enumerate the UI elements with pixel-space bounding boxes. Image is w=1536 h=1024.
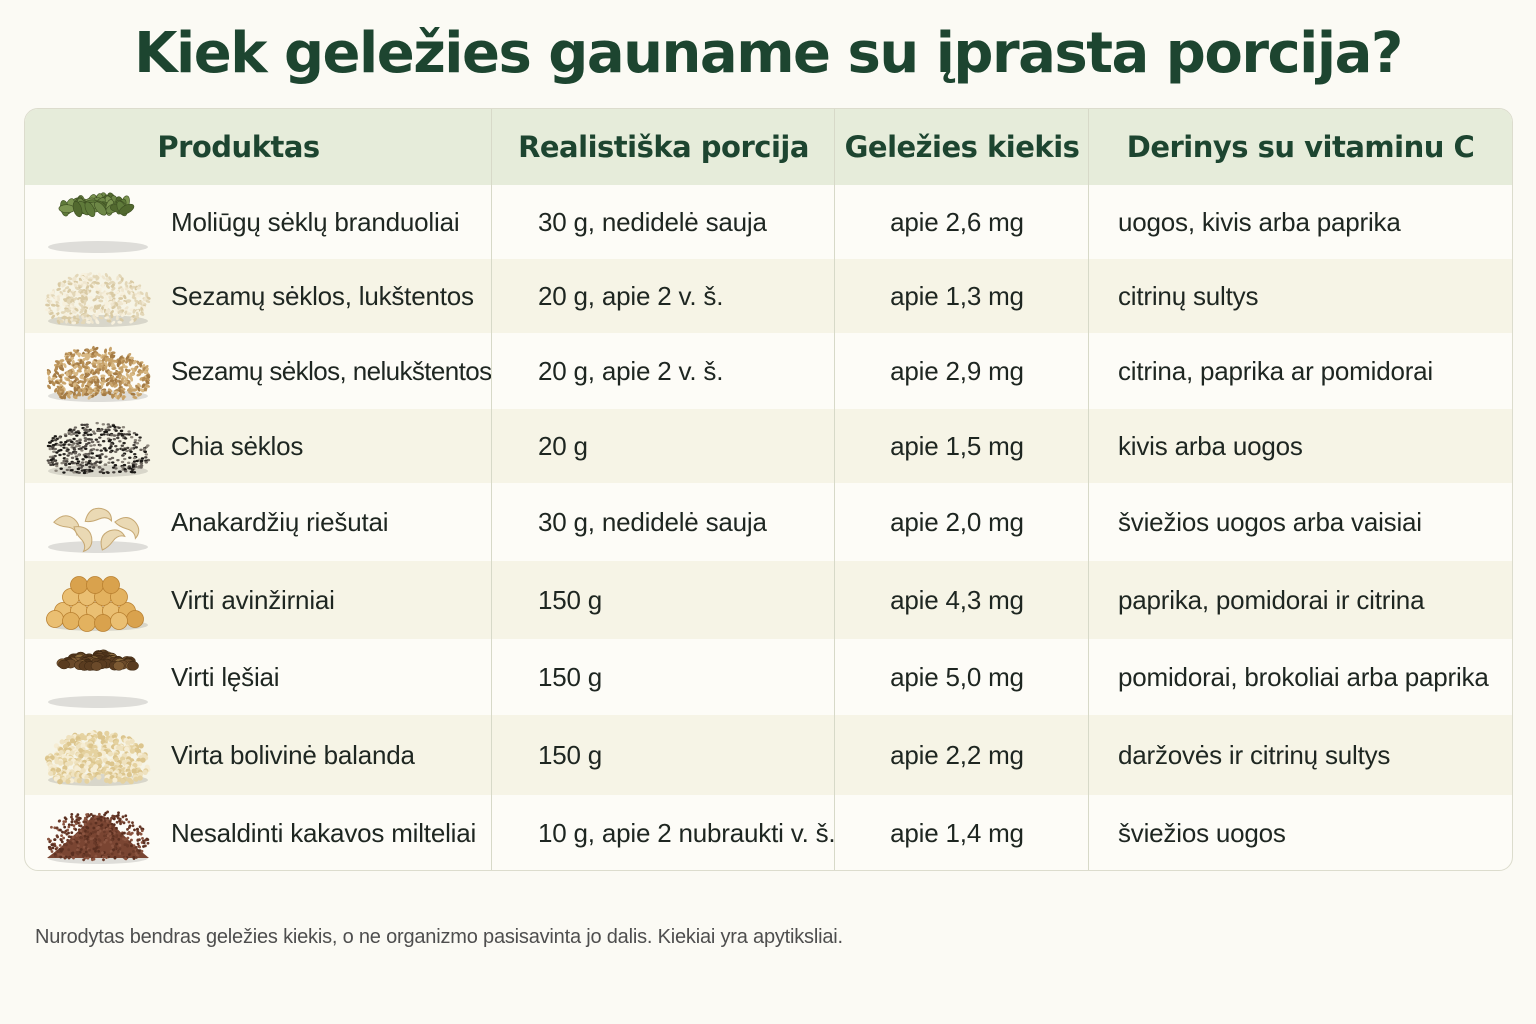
chickpeas-icon	[46, 576, 148, 632]
product-cell: Moliūgų sėklų branduoliai	[25, 185, 492, 259]
product-name: Chia sėklos	[171, 430, 304, 461]
product-name: Virti avinžirniai	[171, 584, 335, 615]
iron-cell: apie 2,6 mg	[890, 206, 1024, 237]
column-divider	[834, 109, 835, 870]
portion-cell: 30 g, nedidelė sauja	[538, 506, 767, 537]
product-cell: Anakardžių riešutai	[25, 483, 492, 561]
product-cell: Virti lęšiai	[25, 639, 492, 715]
header-portion: Realistiška porcija	[518, 130, 809, 164]
table-row: Sezamų sėklos, nelukštentos 20 g, apie 2 …	[25, 333, 1512, 409]
iron-cell: apie 2,9 mg	[890, 355, 1024, 386]
product-cell: Sezamų sėklos, nelukštentos	[25, 333, 492, 409]
portion-cell: 10 g, apie 2 nubraukti v. š.	[538, 817, 836, 848]
table-row: Nesaldinti kakavos milteliai 10 g, apie 2…	[25, 795, 1512, 870]
table-row: Virta bolivinė balanda 150 g apie 2,2 mg da…	[25, 715, 1512, 795]
iron-cell: apie 2,2 mg	[890, 739, 1024, 770]
vitamin-c-cell: uogos, kivis arba paprika	[1118, 206, 1401, 237]
table-row: Sezamų sėklos, lukštentos 20 g, apie 2 v.…	[25, 259, 1512, 333]
vitamin-c-cell: kivis arba uogos	[1118, 430, 1303, 461]
product-name: Virti lęšiai	[171, 661, 280, 692]
pumpkin-seeds-icon	[48, 192, 148, 253]
iron-cell: apie 2,0 mg	[890, 506, 1024, 537]
product-cell: Virti avinžirniai	[25, 561, 492, 639]
footnote: Nurodytas bendras geležies kiekis, o ne …	[35, 926, 843, 948]
portion-cell: 20 g	[538, 430, 588, 461]
product-name: Anakardžių riešutai	[171, 506, 389, 537]
vitamin-c-cell: šviežios uogos arba vaisiai	[1118, 506, 1422, 537]
vitamin-c-cell: citrinų sultys	[1118, 280, 1259, 311]
unhulled-sesame-icon	[46, 345, 151, 402]
header-product: Produktas	[157, 130, 320, 164]
vitamin-c-cell: citrina, paprika ar pomidorai	[1118, 355, 1434, 386]
vitamin-c-cell: paprika, pomidorai ir citrina	[1118, 584, 1425, 615]
product-cell: Nesaldinti kakavos milteliai	[25, 795, 492, 870]
iron-table: Produktas Realistiška porcija Geležies k…	[24, 108, 1513, 871]
product-cell: Virta bolivinė balanda	[25, 715, 492, 795]
product-cell: Chia sėklos	[25, 409, 492, 483]
iron-cell: apie 1,5 mg	[890, 430, 1024, 461]
portion-cell: 20 g, apie 2 v. š.	[538, 355, 724, 386]
product-name: Sezamų sėklos, nelukštentos	[171, 355, 492, 386]
table-row: Virti avinžirniai 150 g apie 4,3 mg paprika…	[25, 561, 1512, 639]
portion-cell: 150 g	[538, 661, 603, 692]
portion-cell: 150 g	[538, 584, 603, 615]
iron-cell: apie 4,3 mg	[890, 584, 1024, 615]
cocoa-powder-icon	[47, 810, 150, 864]
portion-cell: 150 g	[538, 739, 603, 770]
column-divider	[491, 109, 492, 870]
hulled-sesame-icon	[45, 272, 151, 327]
vitamin-c-cell: pomidorai, brokoliai arba paprika	[1118, 661, 1489, 692]
table-row: Virti lęšiai 150 g apie 5,0 mg pomidorai, b…	[25, 639, 1512, 715]
portion-cell: 30 g, nedidelė sauja	[538, 206, 767, 237]
header-iron: Geležies kiekis	[844, 130, 1080, 164]
iron-cell: apie 1,4 mg	[890, 817, 1024, 848]
table-row: Moliūgų sėklų branduoliai 30 g, nedidelė …	[25, 185, 1512, 259]
table-body: Moliūgų sėklų branduoliai 30 g, nedidelė …	[25, 185, 1512, 870]
table-row: Anakardžių riešutai 30 g, nedidelė sauja a…	[25, 483, 1512, 561]
column-divider	[1088, 109, 1089, 870]
product-name: Sezamų sėklos, lukštentos	[171, 280, 474, 311]
lentils-icon	[48, 649, 148, 708]
vitamin-c-cell: daržovės ir citrinų sultys	[1118, 739, 1391, 770]
iron-cell: apie 1,3 mg	[890, 280, 1024, 311]
cashew-icon	[48, 507, 148, 553]
product-name: Nesaldinti kakavos milteliai	[171, 817, 477, 848]
header-vitamin-c: Derinys su vitaminu C	[1126, 130, 1475, 164]
product-cell: Sezamų sėklos, lukštentos	[25, 259, 492, 333]
chia-seeds-icon	[46, 421, 151, 477]
table-row: Chia sėklos 20 g apie 1,5 mg kivis arba uog…	[25, 409, 1512, 483]
portion-cell: 20 g, apie 2 v. š.	[538, 280, 724, 311]
product-name: Moliūgų sėklų branduoliai	[171, 206, 460, 237]
product-name: Virta bolivinė balanda	[171, 739, 415, 770]
vitamin-c-cell: šviežios uogos	[1118, 817, 1286, 848]
table-header: Produktas Realistiška porcija Geležies k…	[25, 109, 1512, 185]
iron-cell: apie 5,0 mg	[890, 661, 1024, 692]
quinoa-icon	[44, 730, 151, 786]
page-title: Kiek geležies gauname su įprasta porcija…	[134, 21, 1403, 86]
